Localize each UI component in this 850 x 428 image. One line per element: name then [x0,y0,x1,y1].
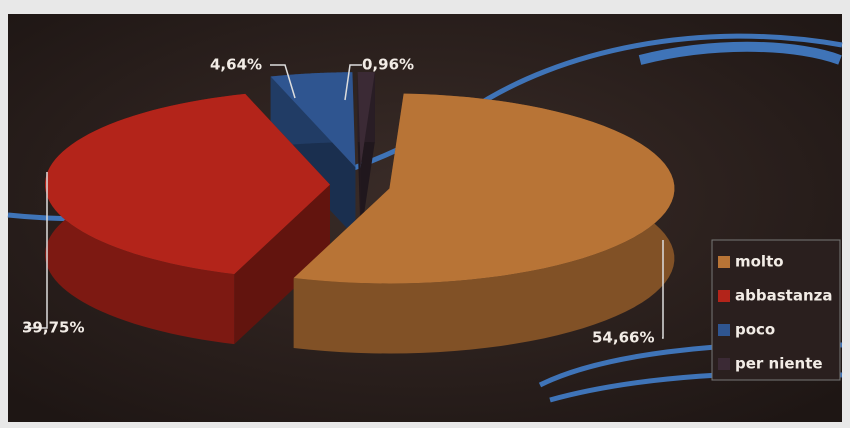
slice-top [357,72,375,168]
data-label: 39,75% [22,319,84,337]
legend-label: molto [735,253,784,271]
pie [45,72,675,354]
leader-line [24,172,48,329]
leader-line [662,240,664,339]
data-label: 4,64% [210,56,262,74]
slice-top [270,72,356,168]
legend-swatch [718,358,730,370]
labels: 54,66% 39,75% 4,64% 0,96% [22,56,664,347]
slice-top [45,93,331,275]
legend: molto abbastanza poco per niente [718,253,832,373]
legend-label: per niente [735,355,823,373]
legend-label: poco [735,321,775,339]
legend-swatch [718,290,730,302]
legend-box [711,239,841,381]
leader-line [270,64,296,99]
legend-swatch [718,324,730,336]
data-label: 0,96% [362,56,414,74]
data-label: 54,66% [592,329,654,347]
legend-swatch [718,256,730,268]
slice-top [293,93,675,284]
decor-swoosh [638,41,842,65]
legend-label: abbastanza [735,287,832,305]
leader-line [344,64,362,101]
